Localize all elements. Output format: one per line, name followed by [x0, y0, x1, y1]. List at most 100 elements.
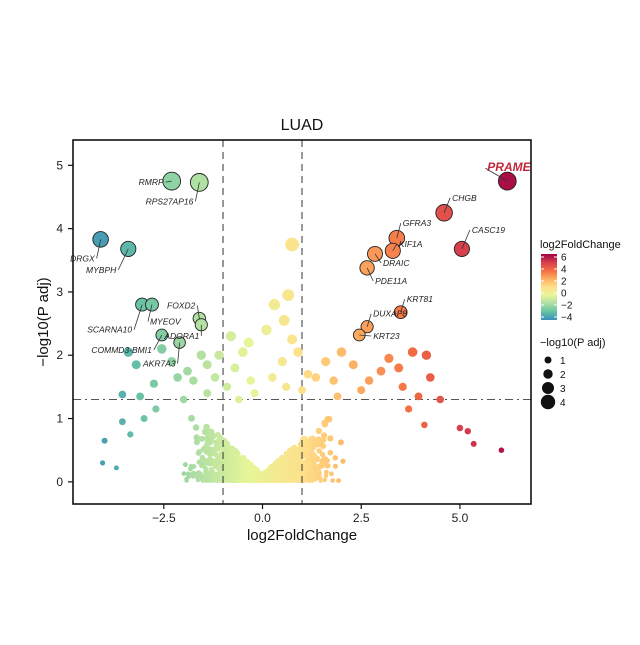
- background-point: [210, 450, 217, 456]
- significant-point: [282, 289, 295, 301]
- gene-label-commd3-bmi1: COMMD3-BMI1: [91, 345, 152, 355]
- gene-point-rmrp: [162, 171, 182, 191]
- background-point: [233, 468, 239, 473]
- background-point: [321, 432, 328, 439]
- background-point: [240, 454, 247, 461]
- background-point: [199, 461, 205, 467]
- background-point: [206, 478, 212, 483]
- size-legend-dot: [542, 382, 554, 394]
- gene-label-leader: [147, 304, 153, 322]
- background-point: [323, 473, 329, 479]
- background-point: [267, 473, 273, 479]
- significant-point: [118, 390, 127, 399]
- background-point: [213, 478, 218, 483]
- significant-point: [222, 382, 232, 391]
- gene-label-leader: [117, 248, 129, 271]
- y-tick-label: 3: [56, 285, 63, 299]
- significant-point: [333, 392, 342, 401]
- background-point: [284, 473, 290, 478]
- background-point: [321, 420, 329, 428]
- background-points: [181, 414, 346, 483]
- significant-point: [225, 331, 236, 342]
- significant-point: [414, 392, 423, 401]
- significant-point: [238, 347, 248, 357]
- background-point: [202, 478, 207, 483]
- significant-point: [123, 347, 134, 357]
- significant-point: [235, 395, 243, 404]
- gene-label-leader: [396, 223, 402, 239]
- background-point: [319, 464, 325, 469]
- background-point: [300, 467, 305, 473]
- background-point: [282, 468, 288, 474]
- gene-label-leader: [96, 239, 102, 259]
- background-point: [320, 443, 327, 449]
- color-legend-tick: −4: [561, 313, 573, 324]
- axes: −2.5 0.0 2.5 5.0 0 1 2 3 4 5: [56, 158, 468, 525]
- background-point: [193, 434, 200, 441]
- significant-point: [405, 405, 413, 413]
- background-point: [233, 461, 239, 467]
- size-legend-dot: [544, 356, 552, 364]
- background-point: [327, 449, 334, 456]
- significant-point: [357, 386, 366, 395]
- significant-point: [243, 337, 254, 348]
- significant-point: [278, 315, 290, 326]
- significant-point: [384, 353, 394, 363]
- background-point: [296, 466, 301, 472]
- significant-point: [149, 379, 158, 388]
- color-legend-tick: −2: [561, 301, 573, 312]
- x-axis-label: log2FoldChange: [247, 527, 357, 544]
- significant-point: [407, 347, 418, 357]
- significant-point: [230, 363, 240, 373]
- gene-label-drgx: DRGX: [70, 253, 95, 263]
- significant-point: [436, 395, 445, 404]
- background-point: [247, 472, 252, 478]
- y-tick-label: 4: [56, 222, 63, 236]
- y-tick-label: 1: [56, 412, 63, 426]
- significant-point: [303, 369, 313, 379]
- background-point: [196, 470, 202, 475]
- background-point: [313, 466, 319, 472]
- significant-point: [131, 360, 141, 370]
- background-point: [224, 455, 230, 462]
- background-point: [204, 436, 211, 443]
- background-point: [259, 475, 265, 481]
- background-point: [182, 462, 188, 468]
- data-points: [92, 171, 517, 471]
- background-point: [306, 442, 313, 448]
- size-legend-dot: [540, 394, 556, 410]
- background-point: [323, 469, 329, 475]
- significant-point: [101, 437, 108, 444]
- background-point: [208, 428, 215, 436]
- gene-label-mybph: MYBPH: [86, 265, 117, 275]
- background-point: [289, 465, 294, 471]
- background-point: [231, 453, 238, 459]
- significant-point: [203, 389, 212, 398]
- significant-point: [426, 373, 435, 382]
- background-point: [270, 468, 276, 474]
- gene-point-casc19: [453, 240, 470, 257]
- background-point: [212, 458, 219, 464]
- color-legend-tick: 0: [561, 289, 567, 300]
- gene-label-gfra3: GFRA3: [403, 218, 432, 228]
- gene-label-leader: [366, 267, 374, 282]
- significant-point: [364, 376, 374, 385]
- background-point: [210, 472, 215, 478]
- significant-point: [348, 360, 358, 370]
- significant-point: [376, 366, 386, 376]
- background-point: [311, 438, 318, 445]
- gene-point-draic: [367, 245, 383, 262]
- significant-point: [268, 373, 277, 382]
- background-point: [217, 453, 223, 459]
- color-bar: [541, 254, 557, 320]
- background-point: [270, 464, 276, 470]
- background-point: [264, 472, 269, 477]
- gene-label-rmrp: RMRP: [139, 177, 164, 187]
- background-point: [241, 478, 247, 483]
- background-point: [193, 439, 200, 446]
- gene-point-kif1a: [384, 242, 401, 259]
- y-tick-label: 5: [56, 158, 63, 172]
